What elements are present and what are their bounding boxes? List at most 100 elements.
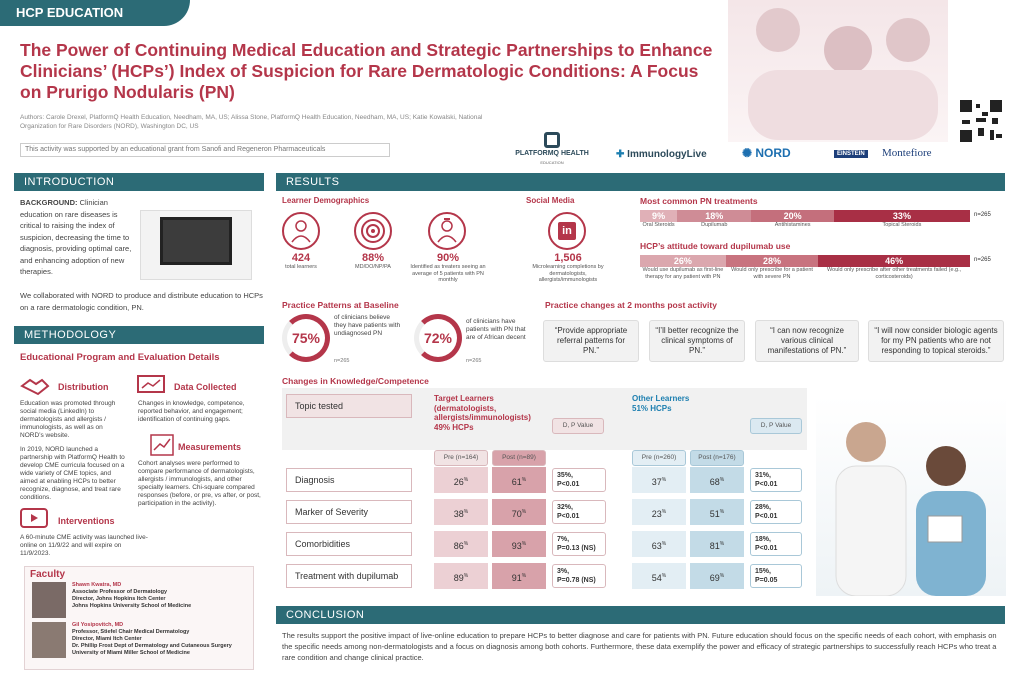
- dup-severe: 28% Would only prescribe for a patient wi…: [725, 255, 819, 289]
- target-pre-value: 26%: [434, 467, 488, 493]
- pp-undiagnosed-n: n=265: [334, 358, 350, 364]
- distribution-text-2: In 2019, NORD launched a partnership wit…: [20, 446, 125, 501]
- target-dp-value: 3%, P=0.78 (NS): [552, 564, 606, 588]
- platformq-logo: PLATFORMQ HEALTH EDUCATION: [506, 132, 598, 165]
- practice-changes-title: Practice changes at 2 months post activi…: [545, 300, 717, 310]
- dup-first-line: 26% Would use dupilumab as first-line the…: [640, 255, 726, 289]
- measurements-text: Cohort analyses were performed to compar…: [138, 460, 261, 507]
- faculty-photo-kwatra: [32, 582, 66, 618]
- poster-title: The Power of Continuing Medical Educatio…: [20, 40, 713, 102]
- montefiore-logo: Montefiore: [882, 147, 932, 159]
- topic-tested-header: Topic tested: [286, 394, 412, 418]
- measurements-title: Measurements: [178, 442, 242, 452]
- intro-video-image: [140, 210, 252, 280]
- target-pre-value: 38%: [434, 499, 488, 525]
- other-dp-value: 28%, P<0.01: [750, 500, 802, 524]
- target-icon: [354, 212, 392, 250]
- einstein-logo: EINSTEIN: [834, 150, 868, 158]
- other-pre-value: 63%: [632, 531, 686, 557]
- header-photo: [728, 0, 948, 142]
- stat-social: 1,506 Microlearning completions by dermat…: [532, 252, 604, 283]
- dup-after-failed: 46% Would only prescribe after other trea…: [818, 255, 970, 289]
- intro-collab: We collaborated with NORD to produce and…: [20, 291, 263, 312]
- target-post-value: 91%: [492, 563, 546, 589]
- learner-demographics-title: Learner Demographics: [282, 196, 370, 205]
- authors: Authors: Carole Drexel, PlatformQ Health…: [20, 114, 483, 130]
- intro-heading: INTRODUCTION: [14, 173, 264, 191]
- practice-patterns-title: Practice Patterns at Baseline: [282, 300, 399, 310]
- linkedin-icon: in: [548, 212, 586, 250]
- methodology-heading: METHODOLOGY: [14, 326, 264, 344]
- doctor-icon: [282, 212, 320, 250]
- other-post-value: 81%: [690, 531, 744, 557]
- treat-dupilumab: 18% Dupilumab: [677, 210, 752, 234]
- faculty-photo-yosipovitch: [32, 622, 66, 658]
- trend-icon: [150, 434, 174, 456]
- target-post-value: 93%: [492, 531, 546, 557]
- treatments-title: Most common PN treatments: [640, 196, 758, 206]
- other-dp-value: 18%, P<0.01: [750, 532, 802, 556]
- target-post-value: 70%: [492, 499, 546, 525]
- interventions-title: Interventions: [58, 516, 115, 526]
- row-topic: Marker of Severity: [286, 500, 412, 524]
- treat-antihistamines: 20% Antihistamines: [751, 210, 834, 234]
- dupilumab-n: n=265: [974, 257, 991, 263]
- nurse-icon: [428, 212, 466, 250]
- other-learners-header: Other Learners 51% HCPs: [632, 394, 690, 413]
- other-post-value: 69%: [690, 563, 744, 589]
- target-post-header: Post (n=89): [492, 450, 546, 466]
- pp-undiagnosed-ring: 75%: [282, 314, 330, 362]
- other-post-value: 51%: [690, 499, 744, 525]
- quote-1: “Provide appropriate referral patterns f…: [543, 320, 639, 362]
- dupilumab-title: HCP’s attitude toward dupilumab use: [640, 241, 791, 251]
- social-media-title: Social Media: [526, 196, 575, 205]
- target-pre-value: 89%: [434, 563, 488, 589]
- target-learners-header: Target Learners (dermatologists, allergis…: [434, 394, 531, 432]
- conclusion-text: The results support the positive impact …: [282, 631, 997, 662]
- target-dp-value: 7%, P=0.13 (NS): [552, 532, 606, 556]
- other-dp-value: 15%, P=0.05: [750, 564, 802, 588]
- methodology-subheading: Educational Program and Evaluation Detai…: [20, 352, 220, 363]
- monitor-chart-icon: [136, 374, 166, 396]
- treat-topical-steroids: 33% Topical Steroids: [833, 210, 970, 234]
- distribution-title: Distribution: [58, 382, 109, 392]
- distribution-text: Education was promoted through social me…: [20, 400, 116, 439]
- intro-background: BACKGROUND: Clinician education on rare …: [20, 198, 132, 276]
- other-pre-header: Pre (n=260): [632, 450, 686, 466]
- target-pre-value: 86%: [434, 531, 488, 557]
- dupilumab-bar: 26% Would use dupilumab as first-line the…: [640, 255, 970, 289]
- target-pre-header: Pre (n=164): [434, 450, 488, 466]
- other-dp-value: 31%, P<0.01: [750, 468, 802, 492]
- stat-md-pct: 88% MD/DO/NP/PA: [355, 252, 391, 270]
- target-dp-header: D, P Value: [552, 418, 604, 434]
- other-post-header: Post (n=176): [690, 450, 744, 466]
- row-topic: Treatment with dupilumab: [286, 564, 412, 588]
- pp-african-text: of clinicians have patients with PN that…: [466, 318, 526, 341]
- data-collected-title: Data Collected: [174, 382, 237, 392]
- doctors-illustration: [816, 396, 1006, 597]
- stat-treaters: 90% Identified as treaters seeing an aver…: [410, 252, 486, 283]
- other-pre-value: 54%: [632, 563, 686, 589]
- quote-3: “I can now recognize various clinical ma…: [755, 320, 859, 362]
- other-pre-value: 23%: [632, 499, 686, 525]
- results-heading: RESULTS: [276, 173, 1005, 191]
- other-post-value: 68%: [690, 467, 744, 493]
- target-dp-value: 35%, P<0.01: [552, 468, 606, 492]
- conclusion-heading: CONCLUSION: [276, 606, 1005, 624]
- quote-4: “I will now consider biologic agents for…: [868, 320, 1004, 362]
- quote-2: “I’ll better recognize the clinical symp…: [649, 320, 745, 362]
- pp-african-ring: 72%: [414, 314, 462, 362]
- grant-note: This activity was supported by an educat…: [20, 143, 390, 157]
- treatments-n: n=265: [974, 212, 991, 218]
- data-collected-text: Changes in knowledge, competence, report…: [138, 400, 245, 423]
- faculty-kwatra: Shawn Kwatra, MD Associate Professor of D…: [72, 582, 192, 609]
- video-play-icon: [20, 508, 48, 528]
- hcp-education-tag: HCP EDUCATION: [0, 0, 190, 26]
- knowledge-title: Changes in Knowledge/Competence: [282, 376, 429, 386]
- stat-total-learners: 424 total learners: [285, 252, 317, 270]
- pp-african-n: n=265: [466, 358, 482, 364]
- other-dp-header: D, P Value: [750, 418, 802, 434]
- target-dp-value: 32%, P<0.01: [552, 500, 606, 524]
- treatments-bar: 9% Oral Steroids 18% Dupilumab 20% Antihist…: [640, 210, 970, 234]
- faculty-heading: Faculty: [30, 569, 66, 580]
